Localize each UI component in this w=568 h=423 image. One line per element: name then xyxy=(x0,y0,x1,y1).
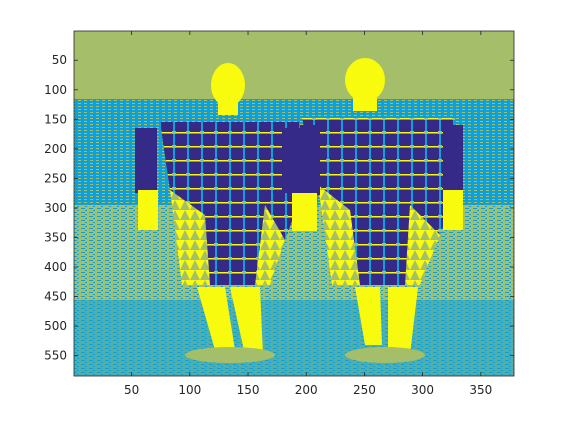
left-neck xyxy=(218,101,238,115)
y-tick-label: 350 xyxy=(44,230,67,244)
y-axis: 50 100 150 200 250 300 350 400 450 500 550 xyxy=(44,53,514,363)
right-arm-left xyxy=(300,125,320,195)
y-tick-label: 400 xyxy=(44,260,67,274)
right-leg-left xyxy=(355,287,382,345)
right-arm-right xyxy=(443,125,463,193)
y-tick-label: 250 xyxy=(44,171,67,185)
y-tick-label: 500 xyxy=(44,319,67,333)
y-tick-label: 450 xyxy=(44,290,67,304)
right-figure xyxy=(295,58,463,355)
right-hand-left xyxy=(295,193,317,231)
left-leg-right xyxy=(230,287,263,355)
image-area xyxy=(74,31,514,376)
left-skirt-side xyxy=(170,190,210,285)
beach-shadow xyxy=(74,300,514,376)
y-tick-label: 100 xyxy=(44,83,67,97)
y-tick-label: 300 xyxy=(44,201,67,215)
right-skirt-side xyxy=(318,185,360,285)
x-tick-label: 250 xyxy=(353,383,376,397)
right-head xyxy=(345,58,385,102)
y-tick-label: 550 xyxy=(44,349,67,363)
x-tick-label: 300 xyxy=(411,383,434,397)
shadow-left xyxy=(185,347,275,363)
left-figure xyxy=(135,63,310,355)
y-tick-label: 150 xyxy=(44,112,67,126)
left-arm-right xyxy=(282,128,300,193)
x-axis: 50 100 150 200 250 300 350 xyxy=(124,31,492,397)
x-tick-label: 150 xyxy=(237,383,260,397)
x-tick-label: 200 xyxy=(295,383,318,397)
sky-region xyxy=(74,31,514,101)
right-leg-right xyxy=(388,287,418,355)
right-skirt-side-2 xyxy=(405,205,440,285)
right-neck xyxy=(353,96,377,111)
left-arm-left xyxy=(135,128,157,193)
left-hand-left xyxy=(138,190,158,230)
x-tick-label: 50 xyxy=(124,383,139,397)
x-tick-label: 350 xyxy=(469,383,492,397)
right-hand-right xyxy=(443,190,463,230)
y-tick-label: 50 xyxy=(52,53,67,67)
axes-box xyxy=(73,30,515,377)
left-skirt-side-2 xyxy=(255,205,285,285)
left-head xyxy=(211,63,245,107)
left-leg-left xyxy=(197,287,235,350)
shadow-right xyxy=(345,347,425,363)
x-tick-label: 100 xyxy=(178,383,201,397)
y-tick-label: 200 xyxy=(44,142,67,156)
